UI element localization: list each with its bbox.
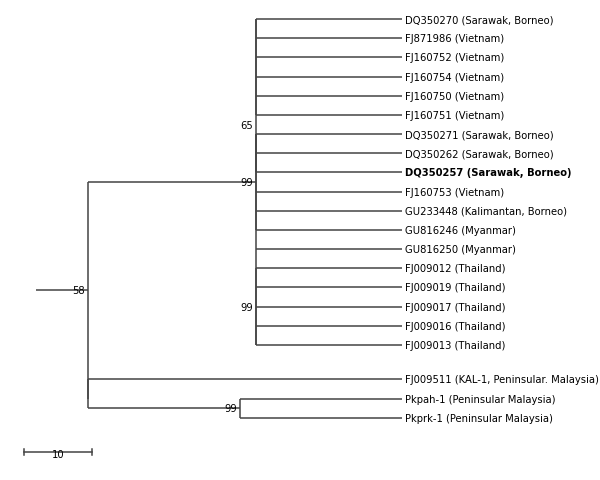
Text: GU816246 (Myanmar): GU816246 (Myanmar): [405, 226, 516, 235]
Text: FJ160754 (Vietnam): FJ160754 (Vietnam): [405, 72, 505, 83]
Text: FJ160752 (Vietnam): FJ160752 (Vietnam): [405, 53, 505, 63]
Text: FJ009012 (Thailand): FJ009012 (Thailand): [405, 264, 506, 274]
Text: GU233448 (Kalimantan, Borneo): GU233448 (Kalimantan, Borneo): [405, 206, 567, 216]
Text: 99: 99: [224, 403, 237, 413]
Text: FJ871986 (Vietnam): FJ871986 (Vietnam): [405, 34, 505, 44]
Text: DQ350271 (Sarawak, Borneo): DQ350271 (Sarawak, Borneo): [405, 130, 554, 140]
Text: FJ009019 (Thailand): FJ009019 (Thailand): [405, 283, 506, 293]
Text: Pkpah-1 (Peninsular Malaysia): Pkpah-1 (Peninsular Malaysia): [405, 394, 556, 404]
Text: Pkprk-1 (Peninsular Malaysia): Pkprk-1 (Peninsular Malaysia): [405, 413, 553, 423]
Text: FJ160750 (Vietnam): FJ160750 (Vietnam): [405, 92, 505, 102]
Text: 10: 10: [52, 449, 64, 459]
Text: 58: 58: [72, 286, 85, 296]
Text: FJ009013 (Thailand): FJ009013 (Thailand): [405, 340, 506, 350]
Text: DQ350257 (Sarawak, Borneo): DQ350257 (Sarawak, Borneo): [405, 168, 572, 178]
Text: FJ160751 (Vietnam): FJ160751 (Vietnam): [405, 111, 505, 120]
Text: GU816250 (Myanmar): GU816250 (Myanmar): [405, 245, 516, 254]
Text: FJ009017 (Thailand): FJ009017 (Thailand): [405, 302, 506, 312]
Text: 65: 65: [240, 120, 253, 130]
Text: FJ009016 (Thailand): FJ009016 (Thailand): [405, 321, 506, 331]
Text: FJ009511 (KAL-1, Peninsular. Malaysia): FJ009511 (KAL-1, Peninsular. Malaysia): [405, 374, 599, 384]
Text: DQ350262 (Sarawak, Borneo): DQ350262 (Sarawak, Borneo): [405, 149, 554, 159]
Text: 99: 99: [240, 178, 253, 188]
Text: DQ350270 (Sarawak, Borneo): DQ350270 (Sarawak, Borneo): [405, 15, 554, 25]
Text: FJ160753 (Vietnam): FJ160753 (Vietnam): [405, 187, 505, 197]
Text: 99: 99: [240, 302, 253, 312]
